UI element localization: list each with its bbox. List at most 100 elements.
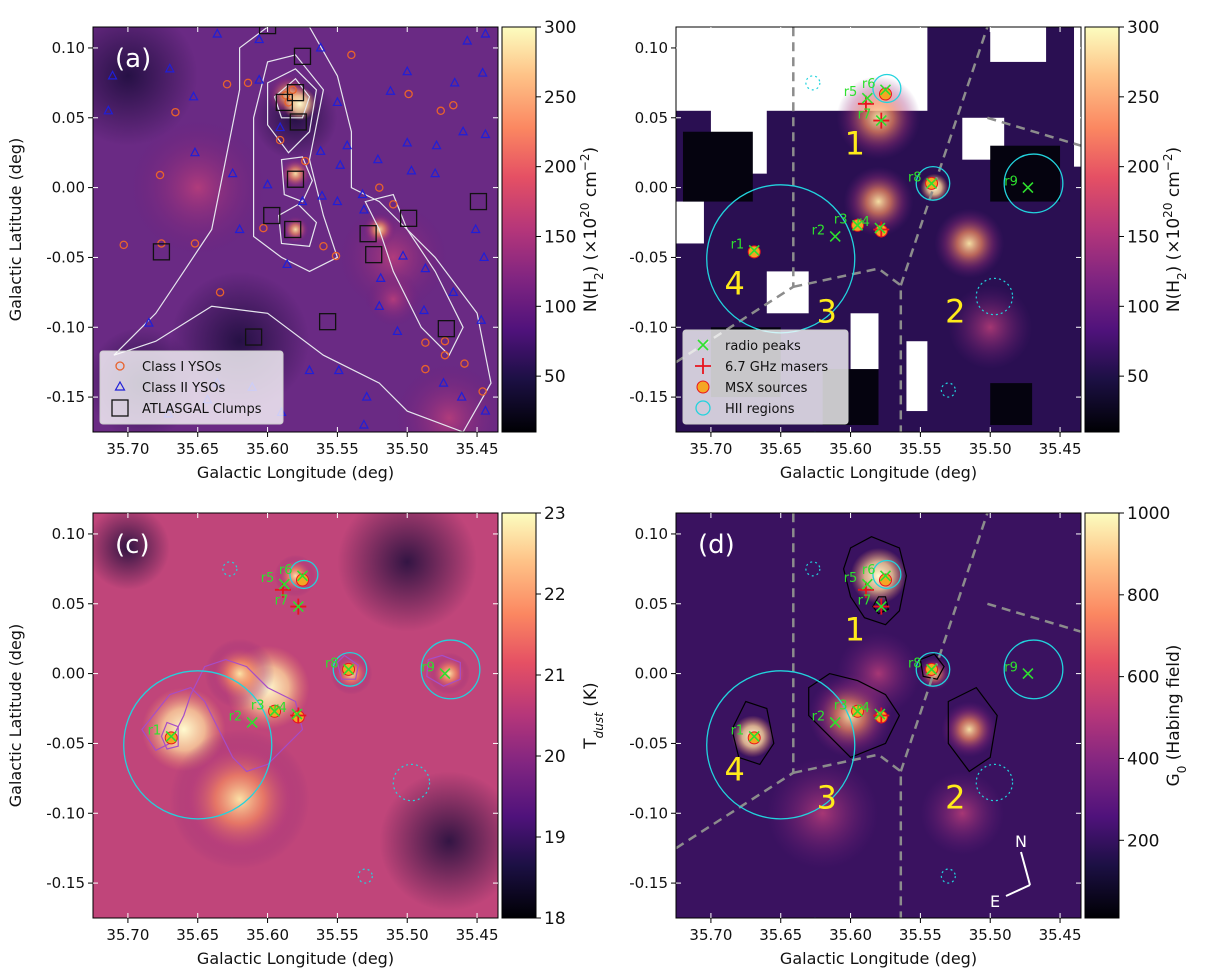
radio-peak-marker [296, 570, 309, 582]
colorbar-tick-label: 800 [1127, 586, 1159, 606]
radio-peak-marker [829, 716, 841, 729]
radio-peak-label: r5 [261, 571, 275, 586]
atlasgal-clump-marker [359, 225, 377, 243]
compass-east-label: E [990, 892, 1000, 911]
radio-peak-label: r9 [1004, 175, 1018, 190]
x-tick-label: 35.55 [316, 926, 359, 944]
contour-line [273, 77, 311, 119]
class1-yso-marker [404, 89, 413, 99]
radio-peak-marker [165, 730, 177, 743]
legend-entry-label: 6.7 GHz masers [725, 360, 828, 375]
hii-region [332, 652, 368, 687]
hii-region-candidate [357, 868, 373, 884]
radio-peak-label: r6 [279, 563, 293, 578]
legend-clump-marker [111, 399, 129, 417]
radio-peak-marker [926, 663, 938, 675]
legend-maser-marker [695, 358, 711, 374]
legend-hii-marker [695, 400, 711, 416]
radio-peak-marker [343, 663, 355, 675]
emission-blob [843, 166, 914, 237]
class1-yso-marker [436, 106, 445, 116]
atlasgal-clump-marker [286, 83, 305, 102]
y-tick-label: 0.00 [52, 179, 85, 197]
radio-peak-label: r9 [421, 661, 435, 676]
x-tick-label: 35.60 [829, 926, 872, 944]
region-number: 4 [724, 264, 744, 302]
x-tick-label: 35.55 [899, 926, 942, 944]
radio-peak-marker [291, 708, 303, 720]
colorbar-tick-label: 100 [544, 297, 576, 317]
emission-blob [365, 271, 422, 328]
class2-yso-marker [449, 77, 460, 87]
x-tick-label: 35.45 [456, 926, 499, 944]
legend-class1-marker [115, 361, 125, 371]
atlasgal-clump-marker [152, 243, 171, 261]
hii-region [1003, 639, 1064, 700]
radio-peak-label: r9 [1004, 661, 1018, 676]
y-tick-label: -0.10 [629, 318, 668, 336]
class1-yso-marker [288, 85, 297, 95]
class2-yso-marker [189, 146, 200, 157]
msx-source-marker [747, 245, 761, 259]
class1-yso-marker [389, 200, 398, 209]
y-tick-label: 0.00 [52, 665, 85, 683]
axes-frame [92, 512, 499, 919]
class1-yso-marker [281, 91, 290, 100]
panel-label: (c) [115, 530, 150, 560]
hii-region [872, 73, 902, 104]
atlasgal-clump-marker [469, 192, 488, 211]
contour-line [253, 54, 339, 273]
emission-blob [274, 554, 317, 597]
radio-peak-label: r7 [858, 108, 872, 123]
contour-line [808, 672, 901, 759]
radio-peak-marker [748, 730, 760, 743]
class2-yso-marker [430, 167, 441, 178]
masked-area [766, 271, 809, 314]
panel-0: (a) 35.70 35.65 35.60 35.55 35.50 35.45 0.10 0.0… [6, 18, 606, 482]
emission-blob [941, 701, 998, 758]
panel-label: (b) [698, 44, 735, 74]
colorbar-tick-label: 250 [1127, 88, 1159, 108]
y-tick-label: 0.00 [635, 665, 668, 683]
low-density-area [990, 383, 1033, 426]
atlasgal-clump-marker [263, 206, 281, 225]
region-boundary [793, 753, 903, 918]
legend-entry-label: MSX sources [725, 381, 808, 396]
class2-yso-marker [462, 35, 473, 45]
class2-yso-marker [402, 137, 413, 147]
x-tick-label: 35.50 [969, 926, 1012, 944]
radio-peak-marker [874, 222, 886, 234]
hii-region-candidate [805, 561, 821, 577]
colorbar-tick-label: 200 [1127, 831, 1159, 851]
maser-marker [274, 581, 291, 598]
y-tick-label: -0.15 [629, 874, 668, 892]
x-axis-label: Galactic Longitude (deg) [780, 949, 977, 968]
y-tick-label: -0.10 [46, 318, 85, 336]
class2-yso-marker [357, 188, 368, 199]
plot-area [93, 27, 498, 432]
class2-yso-marker [470, 223, 481, 234]
class2-yso-marker [477, 67, 488, 77]
colorbar-tick-label: 400 [1127, 749, 1159, 769]
msx-source-marker [747, 731, 761, 745]
x-tick-label: 35.50 [386, 440, 429, 458]
plot-area: r1 r2 r3 r4 r5 r6 r7 r8 r9 [93, 513, 498, 918]
y-tick-label: 0.05 [52, 109, 85, 127]
radio-peak-label: r2 [812, 223, 826, 238]
class1-yso-marker [319, 242, 328, 251]
colorbar-tick-label: 50 [544, 367, 566, 387]
hii-region [872, 559, 902, 590]
class2-yso-marker [398, 250, 409, 260]
emission-blob [920, 771, 1005, 856]
class2-yso-marker [254, 74, 265, 84]
region-boundary [899, 27, 989, 286]
class2-yso-marker [476, 314, 487, 324]
class1-yso-marker [421, 338, 430, 347]
class2-yso-marker [342, 139, 353, 150]
axes-frame [675, 26, 1082, 433]
legend-entry-label: ATLASGAL Clumps [142, 402, 262, 417]
radio-peak-marker [829, 230, 841, 243]
y-tick-label: 0.10 [635, 39, 668, 57]
hii-region-candidate [975, 277, 1014, 316]
radio-peak-marker [874, 708, 886, 720]
